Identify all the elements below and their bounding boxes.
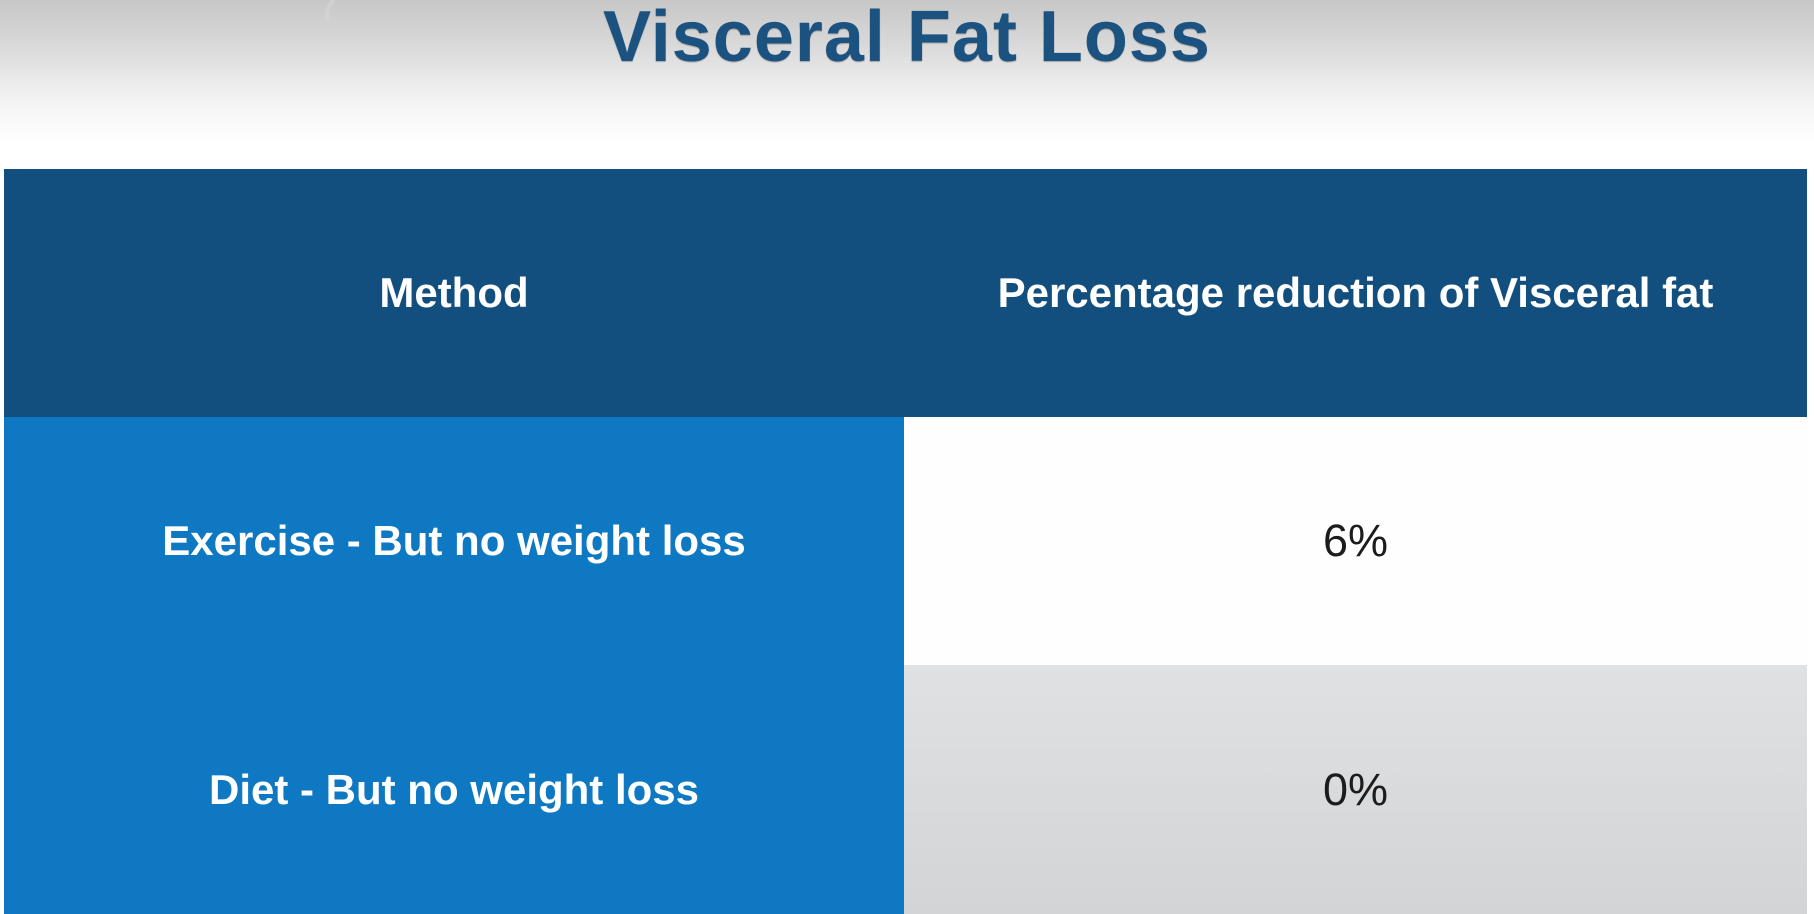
title-band: Visceral Fat Loss (0, 0, 1814, 150)
visceral-fat-table: Method Percentage reduction of Visceral … (4, 169, 1807, 914)
page-title: Visceral Fat Loss (603, 0, 1211, 77)
column-header-percentage: Percentage reduction of Visceral fat (904, 169, 1807, 417)
cell-method-diet: Diet - But no weight loss (4, 665, 904, 914)
cell-value-diet: 0% (904, 665, 1807, 914)
column-header-method: Method (4, 169, 904, 417)
stray-mark (324, 0, 335, 21)
cell-value-exercise: 6% (904, 417, 1807, 665)
cell-method-exercise: Exercise - But no weight loss (4, 417, 904, 665)
